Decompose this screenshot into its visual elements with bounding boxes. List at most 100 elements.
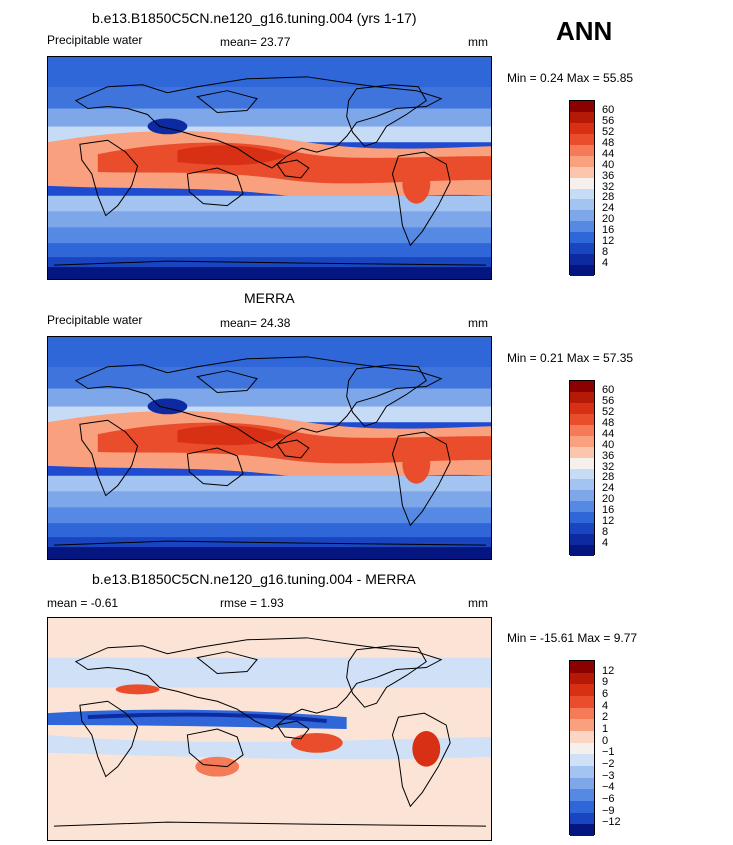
panel3-map [47,617,492,841]
colorbar-swatch [570,177,594,189]
colorbar-swatch [570,672,594,685]
panel2-title: MERRA [244,290,295,306]
colorbar-tick-label: 32 [602,180,615,193]
colorbar-swatch [570,479,594,491]
panel3-minmax: Min = -15.61 Max = 9.77 [507,631,638,645]
panel2-mean: mean= 24.38 [220,316,291,330]
colorbar-swatch [570,446,594,458]
panel3-colorbar [569,660,595,836]
colorbar-tick-label: 20 [602,493,615,506]
colorbar-swatch [570,265,594,276]
colorbar-swatch [570,133,594,145]
colorbar-tick-label: −9 [602,804,615,817]
colorbar-swatch [570,490,594,502]
colorbar-tick-label: 60 [602,383,615,396]
panel3-units: mm [468,596,488,610]
panel1-map [47,56,492,280]
colorbar-tick-label: 44 [602,427,615,440]
colorbar-tick-label: 16 [602,504,615,517]
colorbar-swatch [570,122,594,134]
panel1-units: mm [468,35,488,49]
colorbar-tick-label: 36 [602,449,615,462]
colorbar-tick-label: −12 [602,816,621,829]
colorbar-tick-label: 40 [602,158,615,171]
colorbar-swatch [570,402,594,414]
colorbar-swatch [570,468,594,480]
colorbar-swatch [570,391,594,403]
colorbar-tick-label: 56 [602,394,615,407]
colorbar-swatch [570,254,594,266]
panel2-minmax: Min = 0.21 Max = 57.35 [507,351,634,365]
colorbar-swatch [570,155,594,167]
colorbar-tick-label: 52 [602,125,615,138]
colorbar-swatch [570,789,594,801]
colorbar-swatch [570,501,594,513]
panel2-colorbar [569,380,595,556]
panel2-variable-label: Precipitable water [47,313,143,327]
colorbar-tick-label: 16 [602,224,615,237]
colorbar-tick-label: 52 [602,405,615,418]
colorbar-swatch [570,243,594,255]
colorbar-swatch [570,777,594,790]
colorbar-tick-label: 20 [602,213,615,226]
colorbar-swatch [570,424,594,436]
colorbar-tick-label: −3 [602,769,615,782]
colorbar-tick-label: 1 [602,723,609,735]
colorbar-tick-label: 24 [602,482,615,495]
colorbar-swatch [570,188,594,200]
colorbar-swatch [570,199,594,211]
colorbar-swatch [570,719,594,731]
colorbar-swatch [570,707,594,720]
colorbar-tick-label: 44 [602,147,615,160]
colorbar-swatch [570,800,594,813]
colorbar-swatch [570,512,594,524]
colorbar-swatch [570,457,594,469]
colorbar-tick-label: 12 [602,515,615,528]
colorbar-swatch [570,144,594,156]
colorbar-tick-label: 48 [602,136,615,149]
colorbar-tick-label: 40 [602,438,615,451]
colorbar-swatch [570,413,594,425]
colorbar-swatch [570,812,594,825]
colorbar-swatch [570,381,594,392]
colorbar-tick-label: 32 [602,460,615,473]
colorbar-swatch [570,101,594,112]
colorbar-swatch [570,523,594,535]
colorbar-tick-label: 12 [602,235,615,248]
colorbar-tick-label: 0 [602,734,609,747]
panel2-units: mm [468,316,488,330]
colorbar-tick-label: 28 [602,191,615,204]
panel1-title: b.e13.B1850C5CN.ne120_g16.tuning.004 (yr… [92,10,417,26]
colorbar-tick-label: 8 [602,246,609,259]
colorbar-tick-label: 60 [602,103,615,116]
colorbar-tick-label: 4 [602,537,609,550]
colorbar-tick-label: 6 [602,688,609,700]
colorbar-tick-label: 28 [602,471,615,484]
panel2-map [47,336,492,560]
colorbar-swatch [570,111,594,123]
colorbar-swatch [570,824,594,836]
colorbar-tick-label: −4 [602,781,615,794]
colorbar-tick-label: −2 [602,758,615,770]
colorbar-tick-label: 8 [602,526,609,539]
season-label: ANN [556,16,613,46]
panel1-minmax: Min = 0.24 Max = 55.85 [507,71,634,85]
colorbar-tick-label: 36 [602,169,615,182]
colorbar-tick-label: 2 [602,711,609,724]
panel3-rmse: rmse = 1.93 [220,596,284,610]
panel1-colorbar [569,100,595,276]
colorbar-swatch [570,695,594,708]
colorbar-tick-label: 4 [602,699,609,712]
colorbar-swatch [570,545,594,556]
colorbar-tick-label: −1 [602,746,615,759]
colorbar-swatch [570,754,594,766]
colorbar-swatch [570,221,594,233]
colorbar-swatch [570,661,594,673]
colorbar-swatch [570,232,594,244]
colorbar-swatch [570,435,594,447]
colorbar-tick-label: −6 [602,793,615,805]
panel3-mean: mean = -0.61 [47,596,119,610]
colorbar-swatch [570,742,594,755]
colorbar-tick-label: 9 [602,676,609,689]
colorbar-swatch [570,765,594,778]
